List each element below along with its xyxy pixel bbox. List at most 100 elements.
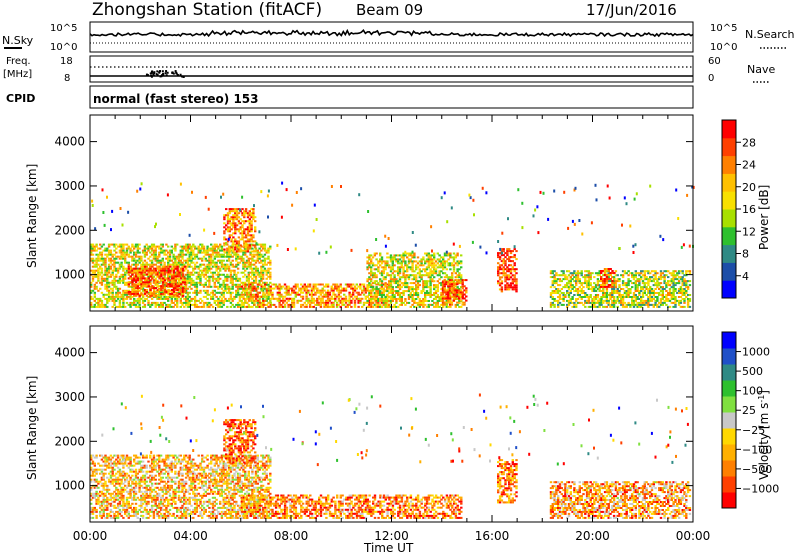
echo-cell (210, 297, 213, 300)
echo-cell (249, 267, 252, 270)
echo-cell (650, 290, 654, 292)
echo-cell (334, 297, 337, 300)
echo-cell (278, 299, 281, 302)
echo-cell (591, 290, 594, 292)
echo-cell (134, 303, 138, 306)
echo-cell (100, 263, 104, 266)
echo-cell (242, 289, 245, 292)
echo-cell (176, 281, 179, 284)
nsky-panel-frame (89, 21, 694, 53)
echo-cell (456, 276, 459, 279)
echo-cell (267, 285, 271, 288)
echo-cell (312, 305, 315, 308)
echo-cell (584, 278, 587, 281)
echo-cell (389, 296, 393, 298)
echo-cell (427, 274, 430, 277)
echo-cell (206, 265, 209, 268)
echo-cell (623, 305, 627, 308)
echo-cell (244, 234, 248, 237)
echo-cell (162, 269, 165, 272)
echo-cell (176, 303, 179, 306)
echo-cell (585, 282, 589, 285)
echo-cell (251, 247, 254, 250)
echo-cell (341, 301, 344, 304)
echo-cell (172, 271, 176, 274)
echo-cell (193, 265, 197, 268)
echo-cell (90, 253, 93, 256)
echo-cell (317, 303, 321, 306)
echo-cell (332, 305, 335, 308)
echo-cell (609, 292, 612, 294)
echo-cell (100, 299, 104, 302)
nave-dip (179, 73, 182, 76)
echo-cell (549, 270, 553, 273)
echo-cell (314, 283, 317, 286)
echo-cell (665, 284, 668, 287)
echo-cell (587, 274, 591, 277)
echo-cell (463, 289, 466, 292)
echo-cell (99, 265, 102, 268)
echo-cell (389, 288, 393, 291)
echo-cell (370, 283, 373, 286)
echo-cell (397, 280, 400, 283)
echo-cell (411, 266, 414, 269)
echo-cell (174, 259, 177, 262)
echo-cell (122, 305, 125, 308)
echo-cell (429, 288, 432, 291)
echo-cell (398, 268, 402, 271)
echo-cell (569, 284, 572, 287)
echo-cell (260, 275, 263, 278)
echo-cell (640, 296, 643, 298)
echo-cell (454, 289, 457, 292)
echo-cell (224, 283, 227, 286)
echo-cell (656, 296, 659, 298)
echo-cell (600, 298, 603, 300)
echo-cell (575, 290, 578, 292)
echo-cell (407, 290, 411, 293)
echo-cell (222, 283, 225, 286)
echo-cell (424, 284, 427, 287)
echo-cell (168, 263, 172, 266)
echo-cell (618, 284, 621, 287)
echo-cell (348, 283, 351, 286)
echo-cell (431, 254, 434, 257)
echo-cell (371, 301, 375, 304)
echo-cell (348, 301, 351, 304)
echo-cell (278, 301, 281, 304)
echo-cell (308, 305, 312, 308)
echo-cell (506, 282, 509, 285)
echo-cell (249, 305, 253, 308)
echo-cell (407, 254, 411, 257)
echo-cell (377, 294, 380, 296)
echo-cell (373, 293, 376, 296)
echo-cell (234, 210, 237, 213)
echo-cell (245, 291, 249, 294)
echo-cell (427, 262, 430, 265)
echo-cell (567, 270, 571, 273)
echo-cell (154, 305, 157, 308)
echo-cell (99, 305, 102, 308)
echo-cell (220, 299, 224, 302)
echo-cell (262, 285, 265, 288)
echo-cell (283, 303, 287, 306)
echo-cell (217, 305, 220, 308)
echo-cell (122, 299, 125, 302)
echo-cell (141, 305, 145, 308)
echo-cell (627, 290, 630, 292)
echo-cell (325, 291, 328, 294)
echo-cell (125, 281, 129, 284)
echo-cell (393, 282, 396, 285)
echo-cell (625, 296, 628, 298)
echo-cell (445, 276, 448, 279)
echo-cell (416, 292, 420, 294)
echo-cell (136, 283, 140, 286)
echo-cell (429, 282, 432, 285)
echo-cell (461, 281, 464, 284)
echo-cell (515, 258, 518, 261)
echo-cell (557, 301, 560, 304)
echo-cell (195, 291, 199, 294)
echo-cell (665, 282, 668, 285)
echo-cell (217, 271, 220, 274)
echo-cell (398, 296, 402, 298)
echo-cell (252, 212, 255, 215)
